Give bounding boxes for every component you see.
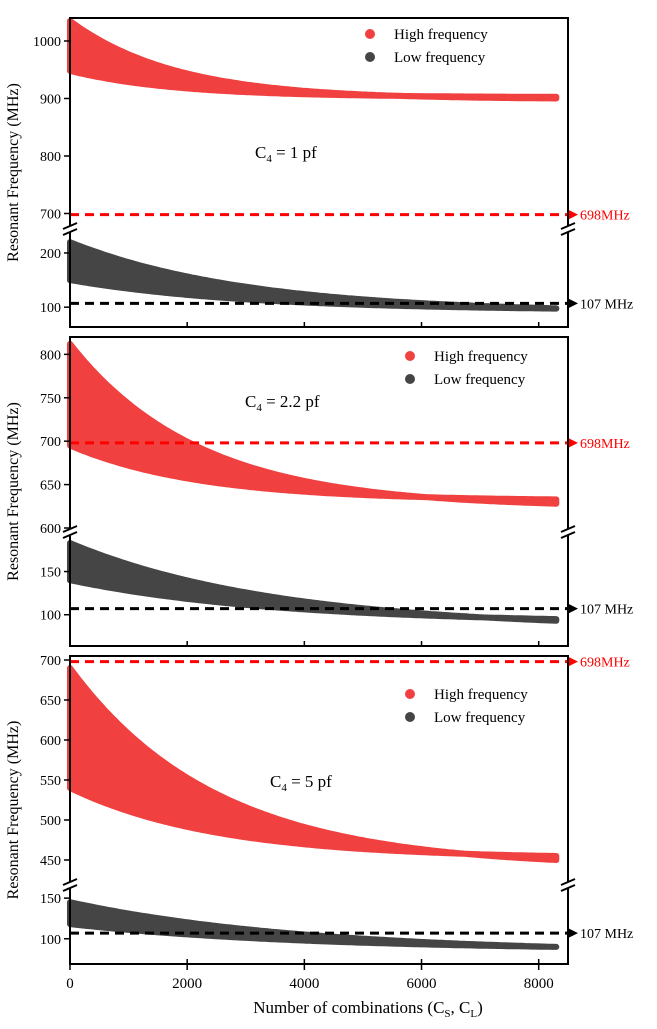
y-tick-label: 800 <box>40 348 61 363</box>
y-axis-label: Resonant Frequency (MHz) <box>5 83 22 262</box>
y-tick-label: 700 <box>40 435 61 450</box>
y-tick-label: 700 <box>40 208 61 223</box>
plot-frame <box>69 655 569 965</box>
axis-break-mark <box>560 228 576 236</box>
reference-label-698mhz: 698MHz <box>580 209 630 224</box>
reference-label-698mhz: 698MHz <box>580 656 630 671</box>
axis-break-mark <box>62 878 78 886</box>
legend-label-low: Low frequency <box>434 372 526 388</box>
y-tick-label: 800 <box>40 150 61 165</box>
legend-marker-high <box>365 29 375 39</box>
legend-label-high: High frequency <box>394 27 488 43</box>
x-tick-label: 4000 <box>289 976 319 992</box>
y-tick-label: 550 <box>40 774 61 789</box>
y-tick-label: 100 <box>40 933 61 948</box>
high-frequency-points <box>67 665 560 863</box>
y-tick-label: 100 <box>40 301 61 316</box>
axis-break-mark <box>560 222 576 230</box>
axis-break-mark <box>560 525 576 533</box>
panel-2: 698MHz 107 MHz 600 650 700 750 800 100 150 Resona… <box>5 336 633 647</box>
y-tick-label: 150 <box>40 892 61 907</box>
y-tick-label: 600 <box>40 734 61 749</box>
y-tick-label: 100 <box>40 609 61 624</box>
legend-marker-high <box>405 351 415 361</box>
high-frequency-points <box>67 17 560 102</box>
low-frequency-points <box>67 899 560 950</box>
axis-break-mark <box>62 525 78 533</box>
low-frequency-points <box>67 239 560 312</box>
axis-break-mark <box>62 222 78 230</box>
legend-marker-high <box>405 689 415 699</box>
y-tick-label: 1000 <box>33 35 61 50</box>
plot-frame <box>69 336 569 647</box>
y-tick-label: 500 <box>40 814 61 829</box>
axis-break-mark <box>560 531 576 539</box>
panel-3: 698MHz 107 MHz 450 500 550 600 650 700 100 150 Res… <box>5 654 633 965</box>
reference-label-107mhz: 107 MHz <box>580 603 633 618</box>
x-tick-label: 2000 <box>172 976 202 992</box>
legend: High frequency Low frequency <box>365 27 488 66</box>
y-tick-label: 200 <box>40 247 61 262</box>
legend: High frequency Low frequency <box>405 349 528 388</box>
axis-break-mark <box>62 531 78 539</box>
y-tick-label: 700 <box>40 654 61 669</box>
y-tick-label: 750 <box>40 392 61 407</box>
legend-marker-low <box>405 374 415 384</box>
low-frequency-points <box>67 540 560 624</box>
y-tick-label: 650 <box>40 694 61 709</box>
legend-marker-low <box>365 52 375 62</box>
axis-break-mark <box>62 884 78 892</box>
reference-label-107mhz: 107 MHz <box>580 927 633 942</box>
x-tick-label: 6000 <box>407 976 437 992</box>
x-axis: 0 2000 4000 6000 8000 <box>66 964 554 992</box>
legend-label-low: Low frequency <box>434 710 526 726</box>
legend-label-high: High frequency <box>434 349 528 365</box>
y-tick-label: 900 <box>40 93 61 108</box>
y-tick-label: 450 <box>40 854 61 869</box>
y-tick-label: 650 <box>40 479 61 494</box>
capacitance-annotation: C4 = 2.2 pf <box>245 392 320 414</box>
axis-break-mark <box>560 884 576 892</box>
axis-break-mark <box>62 228 78 236</box>
high-frequency-points <box>67 340 560 507</box>
legend-marker-low <box>405 712 415 722</box>
capacitance-annotation: C4 = 5 pf <box>270 772 332 794</box>
y-tick-label: 150 <box>40 566 61 581</box>
panel-1: 698MHz 107 MHz 700 800 900 1000 100 200 Resonant… <box>5 17 633 328</box>
plot-frame <box>69 17 569 328</box>
capacitance-annotation: C4 = 1 pf <box>255 143 317 165</box>
legend-label-low: Low frequency <box>394 50 486 66</box>
legend: High frequency Low frequency <box>405 687 528 726</box>
legend-label-high: High frequency <box>434 687 528 703</box>
y-axis-label: Resonant Frequency (MHz) <box>5 402 22 581</box>
x-tick-label: 0 <box>66 976 74 992</box>
reference-label-698mhz: 698MHz <box>580 437 630 452</box>
axis-break-mark <box>560 878 576 886</box>
y-tick-label: 600 <box>40 522 61 537</box>
x-tick-label: 8000 <box>524 976 554 992</box>
y-axis-label: Resonant Frequency (MHz) <box>5 721 22 900</box>
reference-label-107mhz: 107 MHz <box>580 297 633 312</box>
x-axis-label: Number of combinations (CS, CL) <box>253 998 483 1020</box>
